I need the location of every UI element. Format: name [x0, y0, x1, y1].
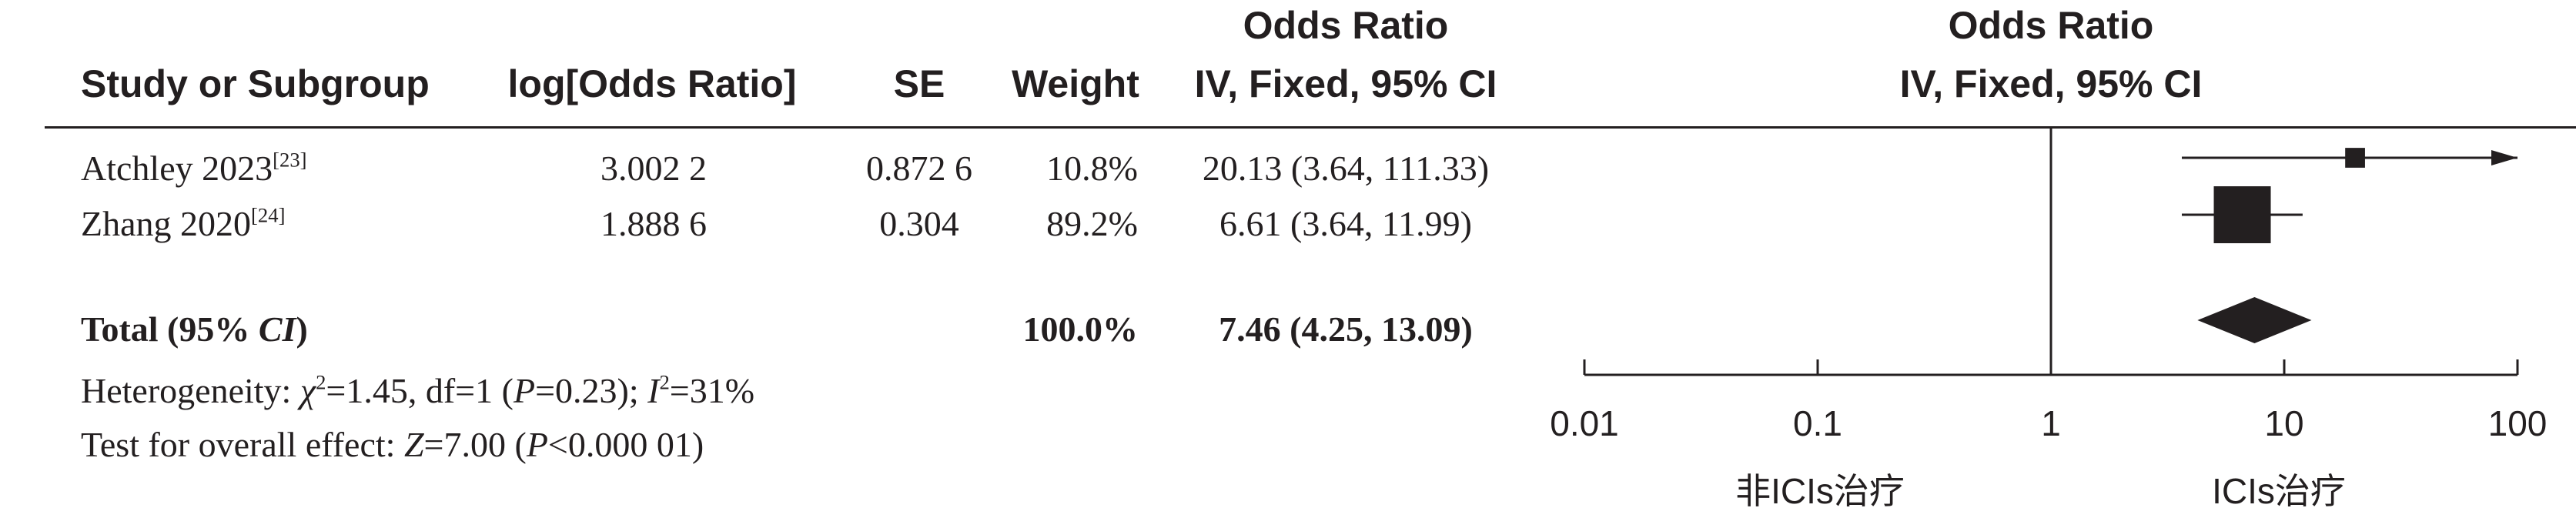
study-log-or: 3.002 2 [601, 149, 707, 188]
study-or-ci: 6.61 (3.64, 11.99) [1219, 204, 1472, 243]
weight-column-header: Weight [1012, 62, 1139, 105]
total-weight: 100.0% [1022, 309, 1139, 349]
study-or-ci: 20.13 (3.64, 111.33) [1202, 149, 1490, 188]
overall-effect-text: Test for overall effect: Z=7.00 (P<0.000… [81, 425, 704, 464]
or-column-title: Odds Ratio [1243, 4, 1449, 47]
study-reference: [23] [273, 148, 307, 172]
x-axis-tick-label: 0.01 [1550, 403, 1619, 443]
favours-right-label: ICIs治疗 [2212, 471, 2346, 511]
study-point-estimate [2213, 186, 2271, 243]
study-column-header: Study or Subgroup [81, 62, 430, 105]
header-divider [45, 126, 2576, 129]
study-se: 0.304 [879, 204, 959, 243]
study-log-or: 1.888 6 [601, 204, 707, 243]
x-axis-tick-label: 0.1 [1793, 403, 1842, 443]
study-weight: 89.2% [1046, 204, 1138, 243]
study-weight: 10.8% [1046, 149, 1138, 188]
total-label: Total (95% CI) [81, 309, 308, 349]
heterogeneity-text: Heterogeneity: χ2=1.45, df=1 (P=0.23); I… [81, 370, 755, 410]
pooled-diamond [2197, 297, 2312, 343]
study-name: Atchley 2023[23] [81, 148, 307, 188]
favours-left-label: 非ICIs治疗 [1735, 471, 1905, 511]
total-or-ci: 7.46 (4.25, 13.09) [1219, 309, 1473, 349]
x-axis-tick-label: 1 [2041, 403, 2061, 443]
plot-column-title: Odds Ratio [1948, 4, 2154, 47]
study-name: Zhang 2020[24] [81, 203, 286, 243]
study-ci-arrow [2491, 150, 2517, 165]
log-or-column-header: log[Odds Ratio] [507, 62, 797, 105]
x-axis-tick-label: 100 [2487, 403, 2548, 443]
plot-column-method: IV, Fixed, 95% CI [1899, 62, 2203, 105]
study-reference: [24] [251, 203, 286, 227]
x-axis-tick-label: 10 [2264, 403, 2304, 443]
study-point-estimate [2345, 148, 2365, 168]
study-se: 0.872 6 [866, 149, 972, 188]
se-column-header: SE [893, 62, 945, 105]
or-column-method: IV, Fixed, 95% CI [1194, 62, 1497, 105]
